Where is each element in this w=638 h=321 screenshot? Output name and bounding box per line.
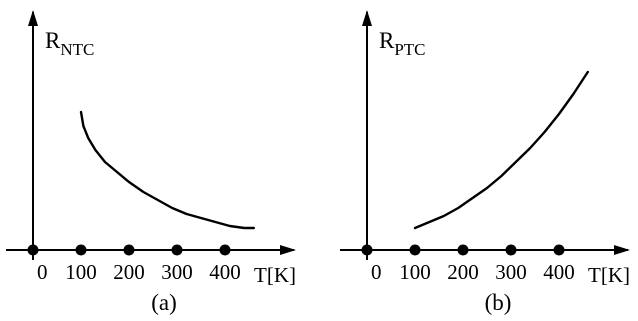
y-axis-arrow [362,10,372,26]
x-tick-label: 0 [37,260,48,284]
series-curve [79,110,256,230]
x-tick-label: 400 [543,260,575,284]
x-axis-label: T[K] [588,263,630,287]
x-tick-label: 100 [399,260,431,284]
panel-caption: (b) [485,290,512,315]
x-tick-dot [123,244,135,256]
x-tick-dot [171,244,183,256]
y-axis-label: RPTC [379,28,426,59]
x-tick-dot [219,244,231,256]
x-tick-dot [457,244,469,256]
x-tick-dot [75,244,87,256]
x-tick-dot [361,244,373,256]
x-tick-label: 200 [113,260,145,284]
x-tick-label: 300 [161,260,193,284]
chart-panel-a: RNTC 0 100 200 300 400 T[K] (a) [6,10,296,315]
y-axis-label: RNTC [45,28,94,59]
x-tick-label: 300 [495,260,527,284]
x-tick-label: 100 [65,260,97,284]
x-axis-label: T[K] [254,263,296,287]
x-tick-dot [27,244,39,256]
x-tick-dot [553,244,565,256]
x-tick-label: 400 [209,260,241,284]
x-tick-label: 0 [371,260,382,284]
x-axis-arrow [280,245,296,255]
x-tick-label: 200 [447,260,479,284]
panel-caption: (a) [151,290,177,315]
x-tick-dot [409,244,421,256]
x-axis-arrow [614,245,630,255]
chart-panel-b: RPTC 0 100 200 300 400 T[K] (b) [340,10,630,315]
series-curve [413,70,589,230]
x-tick-dot [505,244,517,256]
y-axis-arrow [28,10,38,26]
